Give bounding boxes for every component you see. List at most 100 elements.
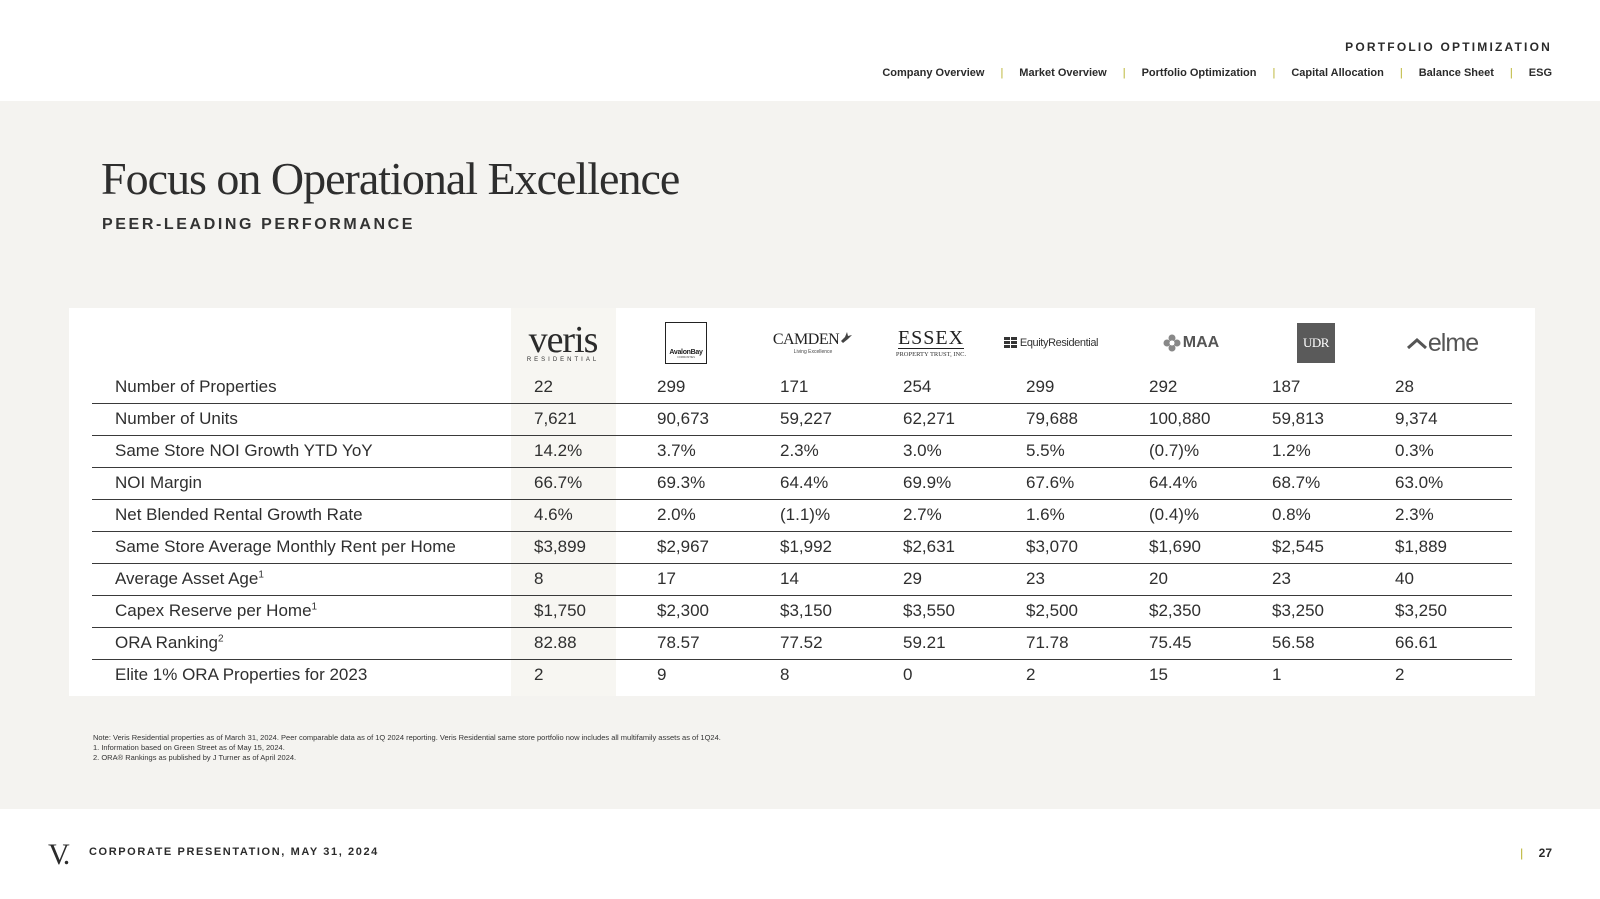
table-cell: $2,545 <box>1272 537 1324 556</box>
table-cell: (0.7)% <box>1149 441 1200 460</box>
row-label-text: Capex Reserve per Home <box>115 601 312 620</box>
avalonbay-logo-sub: COMMUNITIES <box>677 356 695 359</box>
table-cell: 40 <box>1395 569 1414 588</box>
table-row: Same Store NOI Growth YTD YoY 14.2% 3.7% 2.… <box>92 436 1512 468</box>
nav-separator: | <box>1509 67 1513 79</box>
nav-company-overview[interactable]: Company Overview <box>882 67 985 79</box>
udr-logo: UDR <box>1296 318 1336 368</box>
table-cell: $2,350 <box>1149 601 1201 620</box>
table-cell: 0.3% <box>1395 441 1434 460</box>
table-cell: 8 <box>534 569 544 588</box>
table-cell: $3,899 <box>534 537 586 556</box>
section-tag: PORTFOLIO OPTIMIZATION <box>1345 40 1552 54</box>
row-label: Number of Properties <box>115 377 277 397</box>
table-cell: 82.88 <box>534 633 577 652</box>
table-cell: 254 <box>903 377 932 396</box>
table-cell: 0 <box>903 665 913 684</box>
table-row: NOI Margin 66.7% 69.3% 64.4% 69.9% 67.6% 64.4%… <box>92 468 1512 500</box>
page-number-value: 27 <box>1538 846 1552 860</box>
top-nav: Company Overview | Market Overview | Por… <box>882 67 1552 79</box>
table-cell: 75.45 <box>1149 633 1192 652</box>
avalonbay-logo-text: AvalonBay <box>669 349 703 356</box>
page-title: Focus on Operational Excellence <box>101 153 680 204</box>
row-label: Elite 1% ORA Properties for 2023 <box>115 665 367 685</box>
table-cell: 5.5% <box>1026 441 1065 460</box>
table-cell: 299 <box>657 377 686 396</box>
veris-logo: veris RESIDENTIAL <box>513 318 613 368</box>
nav-separator: | <box>1272 67 1276 79</box>
elme-logo-text: elme <box>1427 328 1479 357</box>
table-cell: 17 <box>657 569 676 588</box>
table-cell: 79,688 <box>1026 409 1078 428</box>
table-row: ORA Ranking2 82.88 78.57 77.52 59.21 71.78 75.… <box>92 628 1512 660</box>
table-cell: 2 <box>534 665 544 684</box>
table-cell: 23 <box>1272 569 1291 588</box>
table-cell: 14 <box>780 569 799 588</box>
table-cell: $3,250 <box>1272 601 1324 620</box>
table-cell: 77.52 <box>780 633 823 652</box>
table-cell: 67.6% <box>1026 473 1075 492</box>
table-cell: 3.0% <box>903 441 942 460</box>
table-cell: 71.78 <box>1026 633 1069 652</box>
table-cell: 28 <box>1395 377 1414 396</box>
table-cell: 171 <box>780 377 809 396</box>
table-row: Number of Units 7,621 90,673 59,227 62,271 79… <box>92 404 1512 436</box>
table-cell: 66.61 <box>1395 633 1438 652</box>
veris-v-logo: V. <box>48 838 70 872</box>
table-cell: (0.4)% <box>1149 505 1200 524</box>
table-row: Same Store Average Monthly Rent per Home… <box>92 532 1512 564</box>
table-row: Average Asset Age1 8 17 14 29 23 20 23 40 <box>92 564 1512 596</box>
table-cell: $2,500 <box>1026 601 1078 620</box>
row-label: NOI Margin <box>115 473 202 493</box>
table-cell: $3,550 <box>903 601 955 620</box>
row-label-text: ORA Ranking <box>115 633 218 652</box>
table-cell: $1,889 <box>1395 537 1447 556</box>
table-cell: $1,992 <box>780 537 832 556</box>
footnote-1: 1. Information based on Green Street as … <box>93 743 285 752</box>
table-cell: 59.21 <box>903 633 946 652</box>
camden-logo-sub: Living Excellence <box>793 349 833 355</box>
row-label: Capex Reserve per Home1 <box>115 601 317 621</box>
table-cell: 2.0% <box>657 505 696 524</box>
equity-residential-logo: EquityResidential <box>999 318 1103 368</box>
maa-logo-text: MAA <box>1182 334 1220 351</box>
table-cell: $3,150 <box>780 601 832 620</box>
elme-logo: elme <box>1402 318 1482 368</box>
table-cell: 2.3% <box>780 441 819 460</box>
table-cell: 64.4% <box>780 473 829 492</box>
table-cell: $1,750 <box>534 601 586 620</box>
table-row: Elite 1% ORA Properties for 2023 2 9 8 0 2 15 1… <box>92 660 1512 691</box>
footnote-2: 2. ORA® Rankings as published by J Turne… <box>93 753 297 762</box>
table-cell: 9 <box>657 665 667 684</box>
table-cell: 20 <box>1149 569 1168 588</box>
veris-v-logo-text: V. <box>48 838 70 871</box>
page-number: | 27 <box>1520 846 1552 860</box>
nav-market-overview[interactable]: Market Overview <box>1019 67 1107 79</box>
row-label: Same Store Average Monthly Rent per Home <box>115 537 456 557</box>
nav-capital-allocation[interactable]: Capital Allocation <box>1291 67 1384 79</box>
equity-residential-logo-text: EquityResidential <box>1019 337 1099 349</box>
veris-logo-text: veris <box>528 319 599 361</box>
table-cell: 1 <box>1272 665 1282 684</box>
row-label: ORA Ranking2 <box>115 633 224 653</box>
row-label-text: Average Asset Age <box>115 569 259 588</box>
table-cell: 59,227 <box>780 409 832 428</box>
essex-logo-text: ESSEX <box>897 327 965 349</box>
nav-balance-sheet[interactable]: Balance Sheet <box>1418 67 1494 79</box>
nav-separator: | <box>1122 67 1126 79</box>
table-cell: 292 <box>1149 377 1178 396</box>
table-cell: 69.9% <box>903 473 952 492</box>
table-cell: 3.7% <box>657 441 696 460</box>
table-cell: 56.58 <box>1272 633 1315 652</box>
nav-separator: | <box>1000 67 1004 79</box>
nav-portfolio-optimization[interactable]: Portfolio Optimization <box>1141 67 1257 79</box>
veris-column-highlight <box>511 308 616 696</box>
footnote-marker: 2 <box>218 633 224 645</box>
table-cell: $2,631 <box>903 537 955 556</box>
table-cell: 9,374 <box>1395 409 1438 428</box>
table-row: Number of Properties 22 299 171 254 299 292 187… <box>92 372 1512 404</box>
nav-esg[interactable]: ESG <box>1528 67 1552 79</box>
table-cell: 68.7% <box>1272 473 1321 492</box>
table-cell: 100,880 <box>1149 409 1211 428</box>
table-cell: 23 <box>1026 569 1045 588</box>
